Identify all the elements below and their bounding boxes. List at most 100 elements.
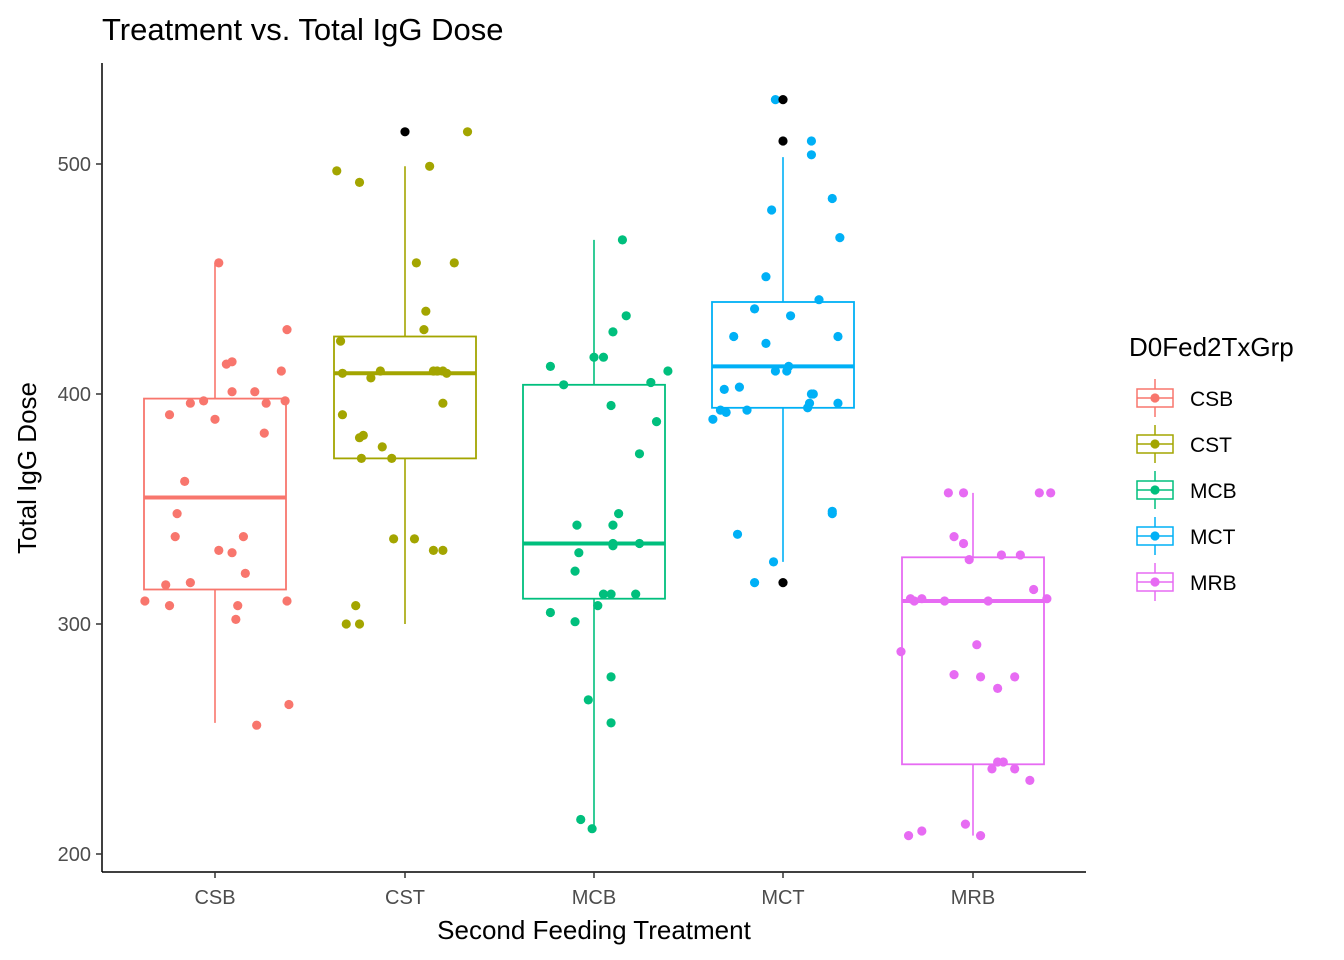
data-point-mrb	[1034, 488, 1044, 498]
outlier-point	[778, 95, 788, 105]
data-point-mct	[742, 405, 752, 415]
box-mcb	[522, 239, 666, 829]
data-point-mct	[749, 578, 760, 588]
data-point-csb	[185, 398, 195, 408]
data-point-csb	[199, 396, 209, 406]
y-axis-ticks: 200 300 400 500	[58, 154, 102, 866]
outliers-layer	[400, 95, 788, 588]
data-point-mcb	[608, 541, 618, 551]
data-point-mct	[784, 361, 794, 371]
data-point-cst	[421, 306, 431, 316]
legend-item-mct: MCT	[1136, 517, 1236, 555]
data-point-mcb	[587, 824, 597, 834]
data-point-mct	[833, 331, 843, 342]
data-point-mct	[767, 205, 777, 215]
data-point-csb	[227, 548, 237, 558]
data-point-mcb	[606, 672, 616, 682]
legend-label: CSB	[1190, 388, 1233, 411]
data-point-mct	[827, 508, 837, 519]
data-point-mct	[827, 193, 837, 204]
legend-key-point	[1150, 393, 1160, 403]
data-point-csb	[227, 387, 237, 397]
legend-item-csb: CSB	[1136, 379, 1233, 417]
data-point-mcb	[574, 548, 584, 558]
box-cst	[333, 166, 477, 624]
data-point-mrb	[972, 640, 982, 650]
y-axis-title: Total IgG Dose	[12, 382, 42, 554]
data-point-mcb	[614, 508, 624, 519]
y-tick-label: 200	[58, 844, 91, 866]
data-point-mcb	[608, 520, 618, 530]
data-point-mcb	[576, 814, 586, 825]
data-point-csb	[185, 578, 195, 588]
data-point-cst	[337, 368, 348, 378]
data-point-csb	[280, 396, 290, 406]
data-point-cst	[332, 166, 342, 176]
data-point-mcb	[606, 400, 616, 411]
data-point-cst	[366, 373, 376, 383]
data-point-csb	[233, 601, 243, 611]
x-axis-ticks: CSB CST MCB MCT MRB	[194, 872, 995, 909]
data-point-mcb	[617, 235, 628, 245]
data-point-mrb	[958, 538, 969, 549]
data-point-mct	[768, 557, 779, 567]
data-point-cst	[387, 453, 397, 463]
data-point-mrb	[1029, 584, 1039, 595]
data-point-csb	[164, 601, 175, 611]
y-tick-label: 500	[58, 154, 91, 176]
legend-key-point	[1150, 577, 1160, 587]
legend-key-point	[1150, 439, 1160, 449]
data-point-mct	[732, 529, 743, 539]
legend-label: CST	[1190, 434, 1232, 457]
x-tick-label: MCB	[572, 887, 616, 909]
data-point-mrb	[996, 550, 1007, 560]
box-iqr	[901, 556, 1045, 766]
data-point-mcb	[606, 718, 616, 728]
x-tick-label: CSB	[194, 887, 235, 909]
data-point-mrb	[1046, 488, 1056, 498]
data-point-cst	[389, 534, 399, 544]
box-iqr	[333, 335, 477, 460]
data-point-mrb	[943, 488, 953, 498]
data-point-mcb	[545, 607, 556, 618]
data-point-cst	[335, 336, 346, 346]
data-point-mrb	[909, 596, 919, 606]
box-mct	[711, 157, 855, 562]
data-point-csb	[238, 532, 249, 542]
outlier-point	[778, 578, 788, 588]
boxes-layer	[143, 157, 1045, 836]
outlier-point	[778, 136, 788, 146]
data-point-cst	[442, 368, 452, 378]
data-point-mrb	[975, 831, 986, 841]
data-point-mrb	[903, 831, 914, 841]
data-point-mrb	[958, 488, 969, 498]
outlier-point	[400, 127, 410, 137]
data-point-mcb	[606, 589, 616, 599]
data-point-cst	[351, 601, 361, 611]
data-point-mcb	[583, 695, 593, 705]
data-point-csb	[282, 325, 292, 335]
data-point-csb	[276, 366, 286, 376]
data-point-mcb	[646, 377, 656, 388]
data-point-mrb	[949, 670, 959, 680]
x-tick-label: CST	[385, 887, 425, 909]
data-point-mcb	[634, 538, 645, 549]
data-point-mrb	[917, 826, 927, 836]
data-point-mrb	[1010, 764, 1020, 774]
data-point-mct	[719, 384, 729, 394]
legend-key-point	[1150, 531, 1160, 541]
points-layer	[140, 95, 1056, 841]
data-point-mct	[770, 366, 781, 376]
legend-item-mrb: MRB	[1136, 563, 1237, 601]
data-point-mrb	[998, 757, 1008, 767]
data-point-mcb	[631, 589, 641, 599]
data-point-cst	[419, 325, 429, 335]
data-point-cst	[425, 161, 435, 171]
data-point-mrb	[896, 647, 906, 657]
y-tick-label: 300	[58, 614, 91, 636]
data-point-cst	[377, 442, 387, 452]
data-point-mcb	[621, 311, 631, 321]
data-point-cst	[449, 258, 459, 268]
data-point-csb	[252, 720, 262, 730]
data-point-mrb	[975, 672, 986, 682]
